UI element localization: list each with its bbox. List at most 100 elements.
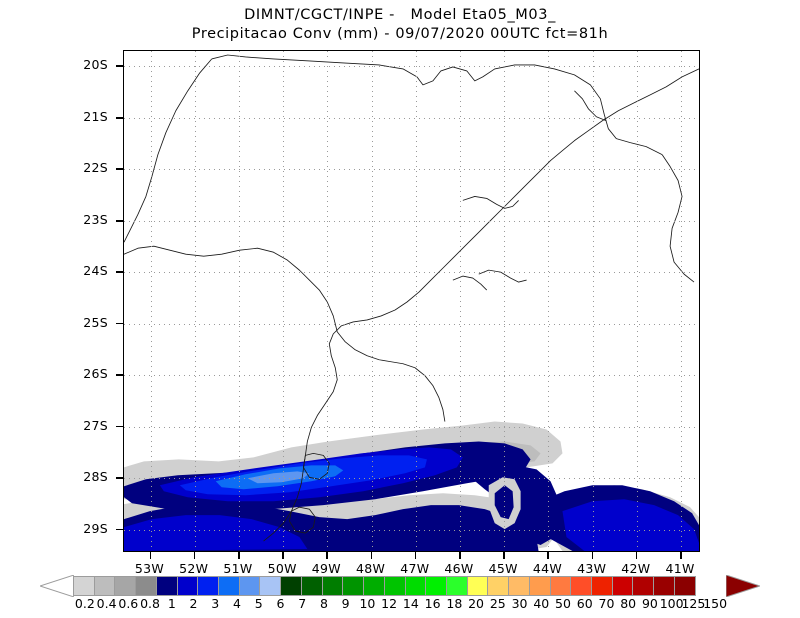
colorbar-swatch — [238, 576, 261, 596]
axis-label-x: 47W — [400, 561, 430, 576]
colorbar-tick-label: 90 — [641, 596, 658, 611]
axis-tick-y — [116, 116, 123, 119]
colorbar-tick-label: 0.4 — [96, 596, 117, 611]
colorbar-swatch — [466, 576, 489, 596]
axis-label-x: 51W — [223, 561, 253, 576]
colorbar-tick-labels: 0.2 0.4 0.6 0.8 1 2 3 4 5 6 7 8 9 10 12 14 16 18 20 25 30 40 5… — [0, 596, 800, 616]
colorbar-swatch — [342, 576, 365, 596]
gridline-vertical — [283, 51, 285, 551]
gridline-horizontal — [124, 66, 699, 68]
colorbar-tick-label: 14 — [402, 596, 419, 611]
colorbar-swatch — [176, 576, 199, 596]
colorbar-tick-label: 4 — [233, 596, 241, 611]
colorbar-swatch — [570, 576, 592, 596]
axis-label-y: 20S — [83, 57, 108, 73]
axis-label-y: 22S — [83, 160, 108, 176]
gridline-horizontal — [124, 272, 699, 274]
axis-tick-y — [116, 271, 123, 273]
colorbar-tick-label: 60 — [576, 596, 593, 611]
axis-label-y: 27S — [83, 417, 108, 433]
colorbar-swatch — [508, 576, 530, 596]
colorbar-swatch — [653, 576, 675, 596]
gridline-horizontal — [124, 529, 699, 531]
colorbar-swatch — [321, 576, 344, 596]
axis-tick-x — [635, 552, 638, 559]
axis-tick-y — [116, 477, 123, 479]
gridline-horizontal — [124, 169, 699, 171]
colorbar-tick-label: 150 — [703, 596, 728, 611]
axis-tick-x — [547, 552, 550, 559]
axis-tick-y — [116, 168, 123, 170]
gridline-horizontal — [124, 478, 699, 480]
colorbar-tick-label: 0.8 — [140, 596, 160, 611]
colorbar-swatch — [300, 576, 323, 596]
gridline-vertical — [504, 51, 506, 551]
colorbar-swatch — [673, 576, 696, 596]
colorbar-tick-label: 70 — [598, 596, 615, 611]
colorbar-swatch — [404, 576, 427, 596]
colorbar-tick-label: 2 — [189, 596, 198, 611]
colorbar-tick-label: 7 — [298, 596, 307, 611]
gridline-horizontal — [124, 375, 699, 377]
gridline-vertical — [415, 51, 417, 551]
axis-tick-y — [116, 219, 123, 222]
colorbar-tick-label: 16 — [424, 596, 441, 611]
colorbar-tick-label: 125 — [681, 596, 706, 611]
axis-tick-x — [149, 552, 152, 559]
gridline-horizontal — [124, 117, 699, 119]
axis-tick-x — [591, 552, 594, 559]
colorbar-swatch — [280, 576, 302, 596]
axis-label-x: 41W — [665, 561, 695, 576]
colorbar-swatch — [487, 576, 510, 596]
axis-label-y: 23S — [83, 211, 108, 227]
axis-label-x: 42W — [621, 561, 651, 576]
colorbar-tick-label: 40 — [533, 596, 550, 611]
axis-tick-y — [116, 528, 123, 531]
axis-label-y: 25S — [83, 314, 108, 330]
axis-label-x: 49W — [311, 561, 341, 576]
gridline-vertical — [460, 51, 462, 551]
colorbar-tick-label: 30 — [511, 596, 528, 611]
axis-label-y: 29S — [83, 520, 108, 536]
gridline-vertical — [681, 51, 683, 551]
colorbar-swatch — [197, 576, 220, 596]
axis-tick-x — [680, 552, 682, 559]
colorbar-tick-label: 100 — [659, 596, 684, 611]
colorbar-swatches — [73, 576, 696, 596]
axis-tick-x — [237, 552, 240, 559]
axis-label-x: 50W — [267, 561, 297, 576]
colorbar-tick-label: 25 — [489, 596, 506, 611]
gridline-vertical — [371, 51, 373, 551]
colorbar-tick-label: 18 — [446, 596, 463, 611]
precip-contours — [124, 421, 699, 551]
colorbar-swatch — [590, 576, 613, 596]
axis-label-y: 28S — [83, 469, 108, 485]
colorbar-tick-label: 8 — [319, 596, 328, 611]
gridline-vertical — [150, 51, 152, 551]
colorbar: 0.2 0.4 0.6 0.8 1 2 3 4 5 6 7 8 9 10 12 14 16 18 20 25 30 40 5… — [0, 572, 800, 618]
axis-tick-y — [116, 65, 123, 68]
colorbar-tick-label: 0.6 — [118, 596, 139, 611]
gridline-vertical — [238, 51, 240, 551]
axis-label-x: 43W — [577, 561, 607, 576]
colorbar-swatch — [383, 576, 406, 596]
colorbar-swatch — [155, 576, 178, 596]
colorbar-swatch — [632, 576, 655, 596]
axis-label-y: 26S — [83, 366, 108, 382]
gridline-vertical — [592, 51, 594, 551]
colorbar-swatch — [218, 576, 240, 596]
colorbar-tick-label: 0.2 — [74, 596, 95, 611]
colorbar-extend-low-arrow — [40, 575, 74, 597]
axis-tick-y — [116, 322, 123, 325]
axis-tick-x — [459, 552, 461, 559]
axis-label-x: 53W — [134, 561, 165, 576]
title-line-1: DIMNT/CGCT/INPE - Model Eta05_M03_ — [244, 7, 556, 23]
colorbar-tick-label: 3 — [211, 596, 220, 611]
colorbar-swatch — [93, 576, 116, 596]
colorbar-swatch — [114, 576, 137, 596]
gridline-horizontal — [124, 220, 699, 222]
title-line-2: Precipitacao Conv (mm) - 09/07/2020 00UT… — [191, 26, 609, 42]
axis-label-x: 46W — [444, 561, 474, 576]
axis-tick-x — [414, 552, 417, 559]
colorbar-swatch — [135, 576, 157, 596]
